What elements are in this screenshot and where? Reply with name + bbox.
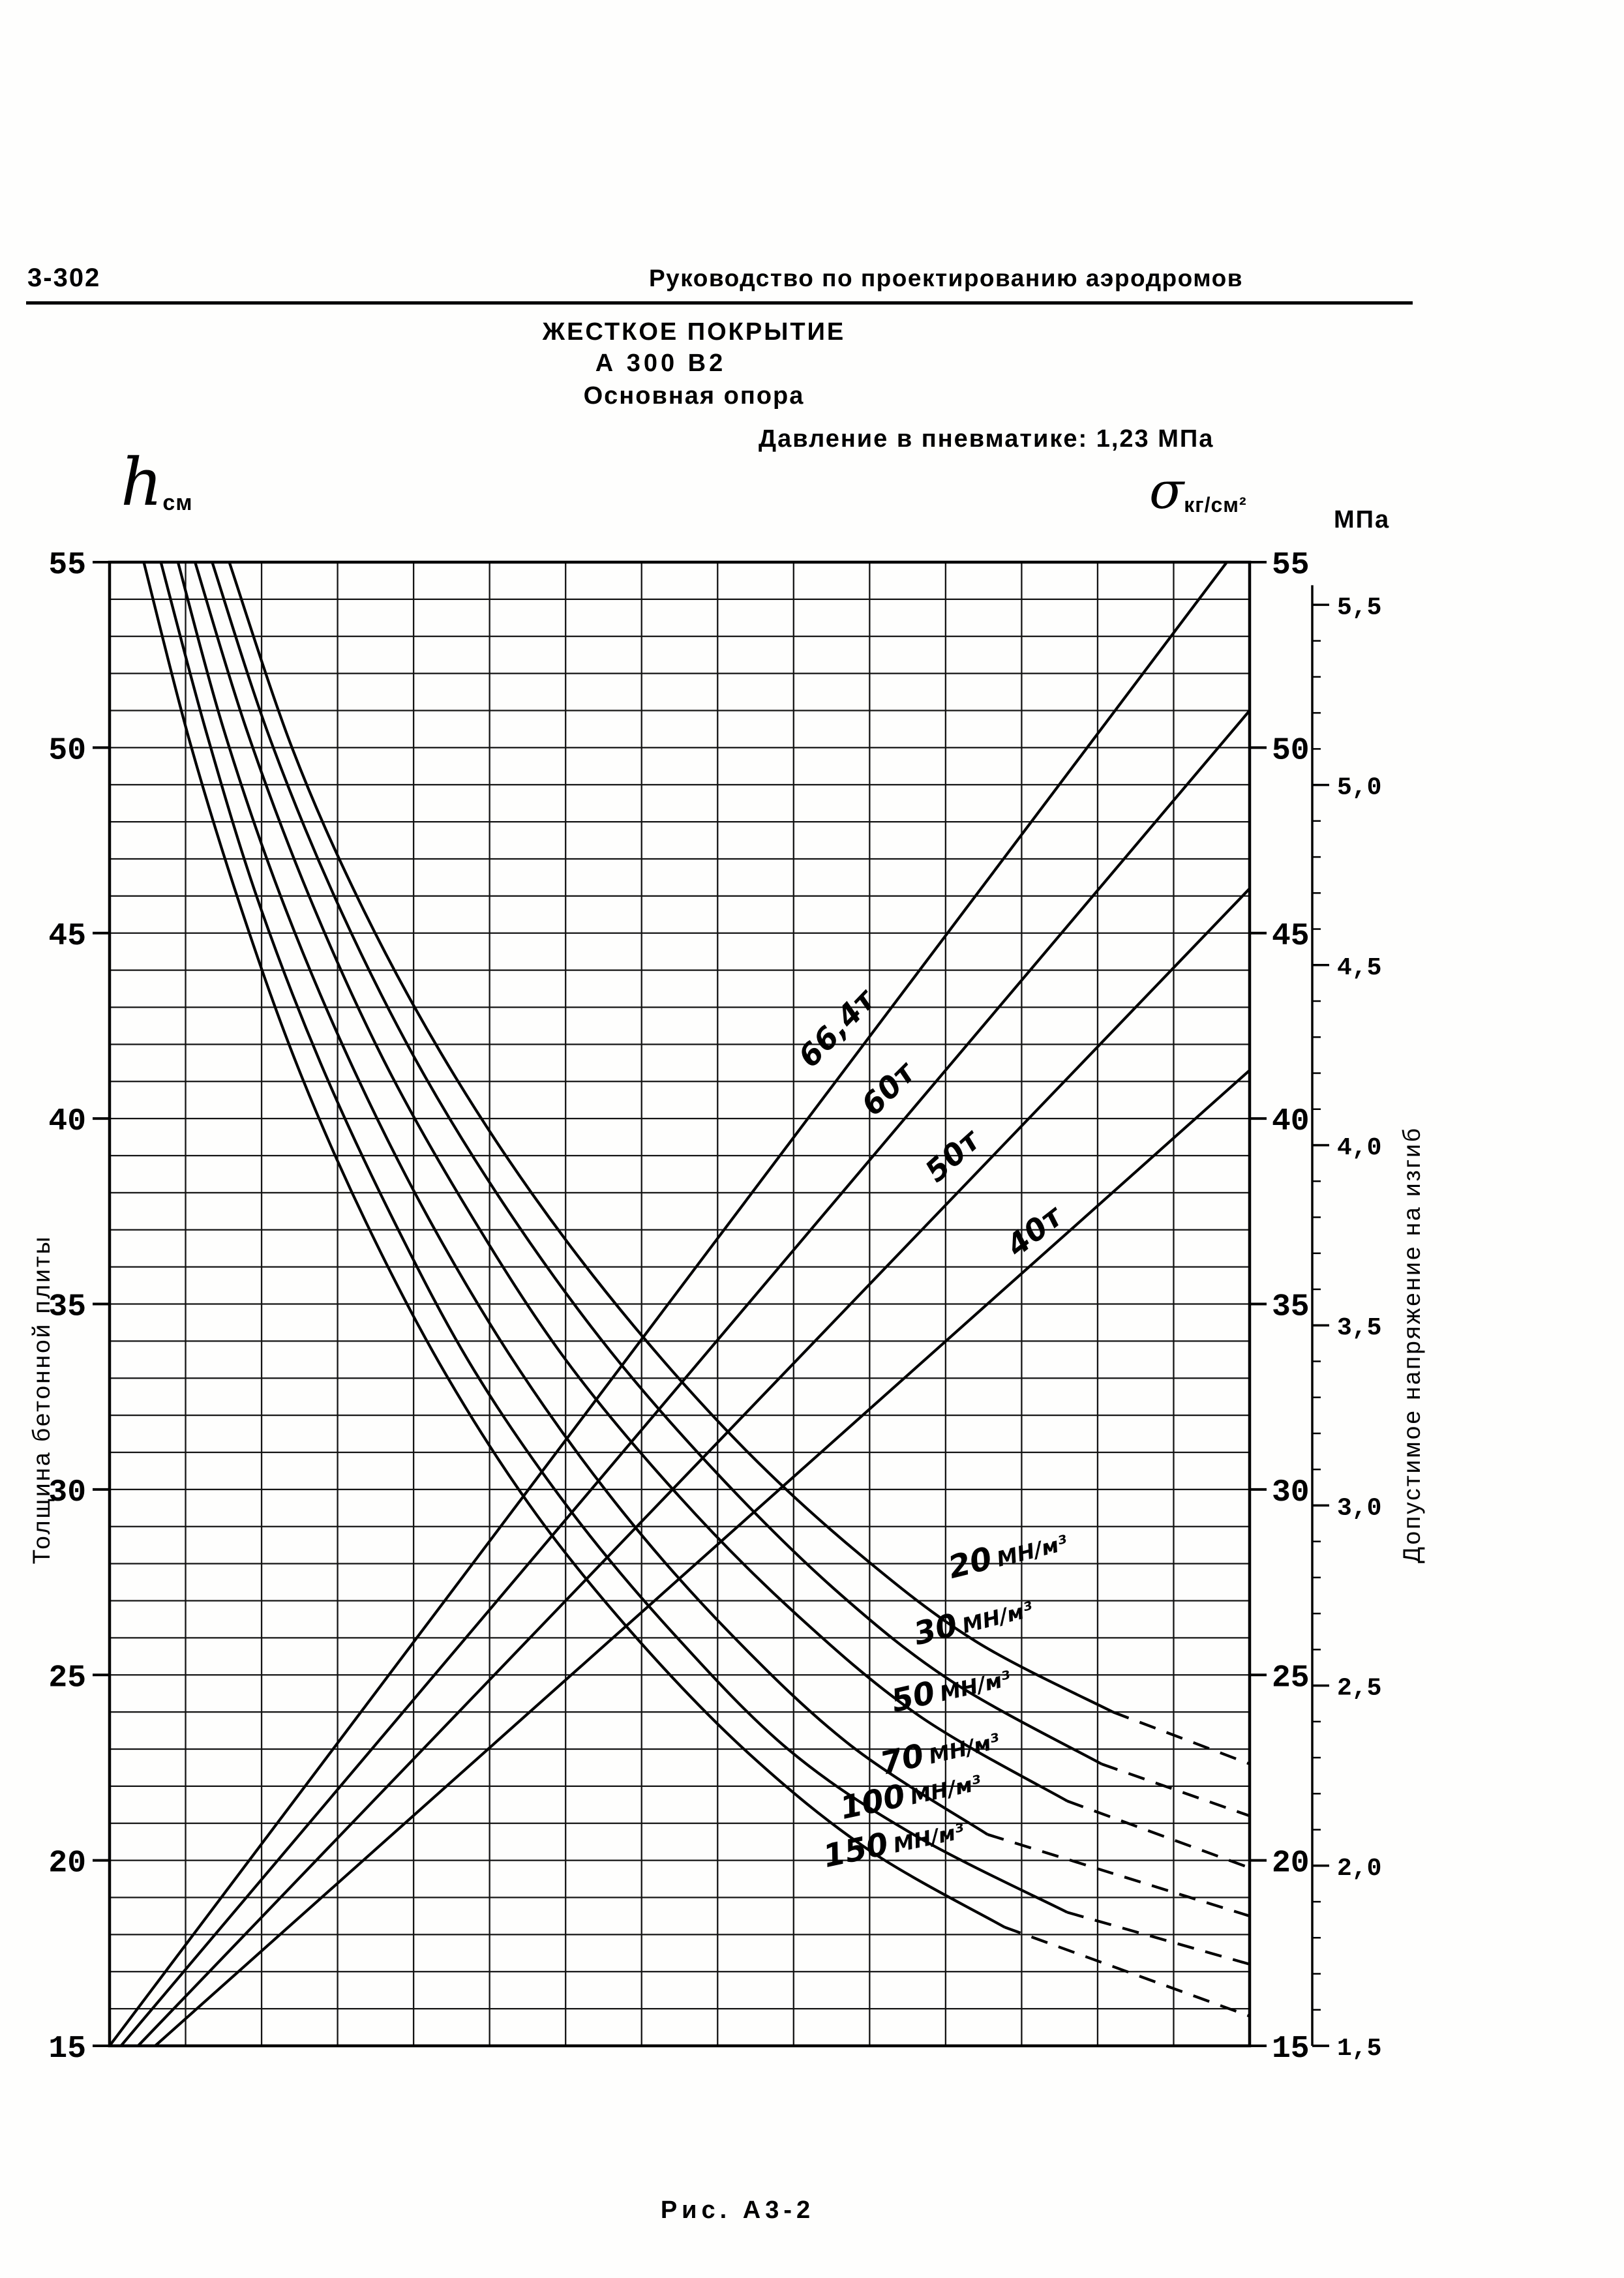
y-right-tick-label: 20 (1272, 1846, 1310, 1881)
mpa-tick-label: 3,0 (1337, 1494, 1381, 1522)
y-right-tick-label: 15 (1272, 2031, 1310, 2067)
y-left-tick-label: 55 (48, 548, 86, 583)
load-lines (108, 561, 1251, 2047)
y-right-tick-label: 45 (1272, 919, 1310, 954)
load-line (108, 561, 1228, 2047)
right-axis-symbol: σкг/см² (1149, 466, 1247, 517)
y-right-tick-label: 40 (1272, 1104, 1310, 1139)
y-right-tick-label: 30 (1272, 1475, 1310, 1510)
page-number: 3-302 (27, 263, 101, 292)
soil-curve (228, 562, 1114, 1713)
figure-caption: Рис. А3-2 (660, 2196, 815, 2224)
chart-title-surface: ЖЕСТКОЕ ПОКРЫТИЕ (542, 318, 846, 346)
soil-curve (142, 562, 1006, 1928)
y-right-tick-label: 25 (1272, 1660, 1310, 1696)
sigma-symbol: σ (1149, 462, 1184, 520)
mpa-tick-label: 4,0 (1337, 1134, 1381, 1162)
h-symbol: h (121, 444, 163, 520)
soil-curve (159, 562, 1068, 1914)
y-left-tick-label: 25 (48, 1660, 86, 1696)
mpa-tick-label: 2,0 (1337, 1855, 1381, 1883)
y-right-tick-label: 35 (1272, 1290, 1310, 1325)
y-left-tick-label: 20 (48, 1846, 86, 1881)
mpa-axis: 1,5 2,0 2,5 3,0 3,5 4,0 4,5 5,0 5,5 (1311, 585, 1381, 2063)
soil-curve (176, 562, 989, 1836)
soil-curve-dashed-tail (1112, 1711, 1250, 1765)
soil-curve-dashed-tail (1101, 1762, 1250, 1818)
soil-curve (211, 562, 1102, 1765)
y-right-tick-label: 55 (1272, 548, 1310, 583)
soil-curve-dashed-tail (1066, 1911, 1250, 1966)
y-left-tick-label: 45 (48, 919, 86, 954)
load-line (137, 888, 1251, 2047)
y-axis-ticks: 55 55 50 50 45 45 40 40 35 35 30 30 25 25 20 20 15 15 (48, 548, 1309, 2067)
load-line (154, 1069, 1251, 2047)
soil-curve-dashed-tail (987, 1833, 1250, 1917)
mpa-tick-label: 5,5 (1337, 593, 1381, 622)
y-left-tick-label: 15 (48, 2031, 86, 2067)
grid (108, 561, 1251, 2047)
soil-curve-dashed-tail (1004, 1926, 1250, 2018)
y-left-tick-label: 30 (48, 1475, 86, 1510)
load-line (119, 710, 1251, 2047)
h-symbol-unit: см (162, 490, 193, 515)
left-axis-symbol: hсм (121, 450, 192, 516)
mpa-tick-label: 1,5 (1337, 2035, 1381, 2063)
mpa-tick-label: 4,5 (1337, 954, 1381, 982)
y-right-tick-label: 50 (1272, 733, 1310, 768)
y-left-tick-label: 40 (48, 1104, 86, 1139)
soil-curve-dashed-tail (1066, 1799, 1250, 1869)
header-rule (26, 301, 1413, 305)
soil-curves (142, 562, 1250, 2018)
sigma-symbol-unit: кг/см² (1184, 493, 1247, 517)
document-title: Руководство по проектированию аэродромов (649, 265, 1243, 292)
soil-curve (194, 562, 1068, 1803)
chart-title-aircraft: А 300 В2 (595, 350, 727, 377)
mpa-tick-label: 2,5 (1337, 1675, 1381, 1703)
mpa-tick-label: 5,0 (1337, 774, 1381, 802)
mpa-axis-unit-label: МПа (1334, 506, 1391, 533)
y-left-tick-label: 50 (48, 733, 86, 768)
mpa-tick-label: 3,5 (1337, 1314, 1381, 1342)
y-left-tick-label: 35 (48, 1290, 86, 1325)
tire-pressure-note: Давление в пневматике: 1,23 МПа (759, 425, 1214, 453)
chart-title-gear: Основная опора (583, 382, 805, 410)
